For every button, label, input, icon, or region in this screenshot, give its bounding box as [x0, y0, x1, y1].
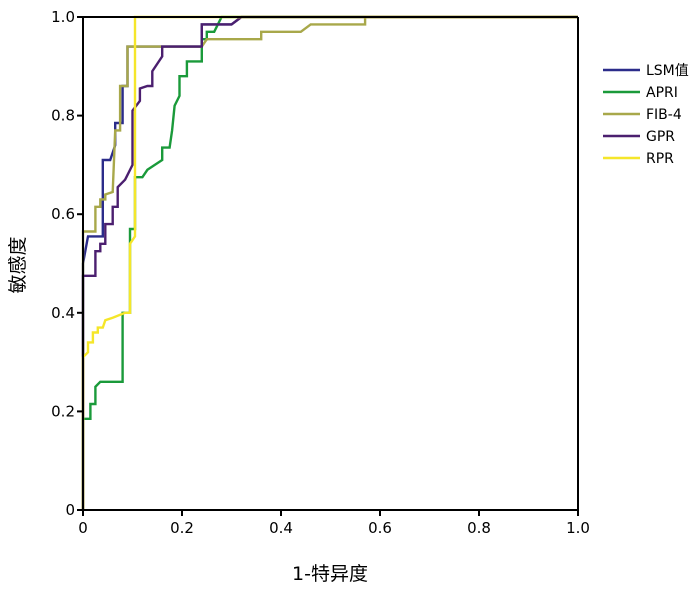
curves [81, 15, 578, 510]
legend-label: GPR [646, 129, 675, 145]
x-axis-label: 1-特异度 [292, 563, 368, 585]
x-tick-label: 0.8 [467, 519, 491, 537]
legend-label: FIB-4 [646, 107, 682, 123]
x-tick-label: 1.0 [566, 519, 590, 537]
y-tick-label: 0.8 [51, 107, 75, 125]
axes: 0 0.2 0.4 0.6 0.8 1.0 0 0.2 0.4 0.6 0.8 1.0 [51, 8, 590, 537]
series-line-FIB-4 [81, 15, 578, 510]
series-line-GPR [81, 15, 578, 510]
y-tick-label: 0 [65, 501, 75, 519]
x-tick-label: 0.2 [170, 519, 194, 537]
y-tick-label: 0.2 [51, 402, 75, 420]
y-tick-label: 0.4 [51, 304, 75, 322]
series-line-RPR [81, 15, 578, 510]
series-line-APRI [81, 15, 578, 510]
legend-label: LSM值 [646, 63, 689, 79]
legend-label: APRI [646, 85, 678, 101]
legend-label: RPR [646, 151, 674, 167]
x-tick-label: 0.6 [368, 519, 392, 537]
series-line-LSM值 [81, 15, 578, 510]
legend: LSM值 APRI FIB-4 GPR RPR [603, 63, 689, 167]
x-tick-label: 0.4 [269, 519, 293, 537]
x-tick-label: 0 [78, 519, 88, 537]
y-tick-label: 0.6 [51, 205, 75, 223]
y-axis-label: 敏感度 [7, 236, 29, 293]
y-tick-label: 1.0 [51, 8, 75, 26]
